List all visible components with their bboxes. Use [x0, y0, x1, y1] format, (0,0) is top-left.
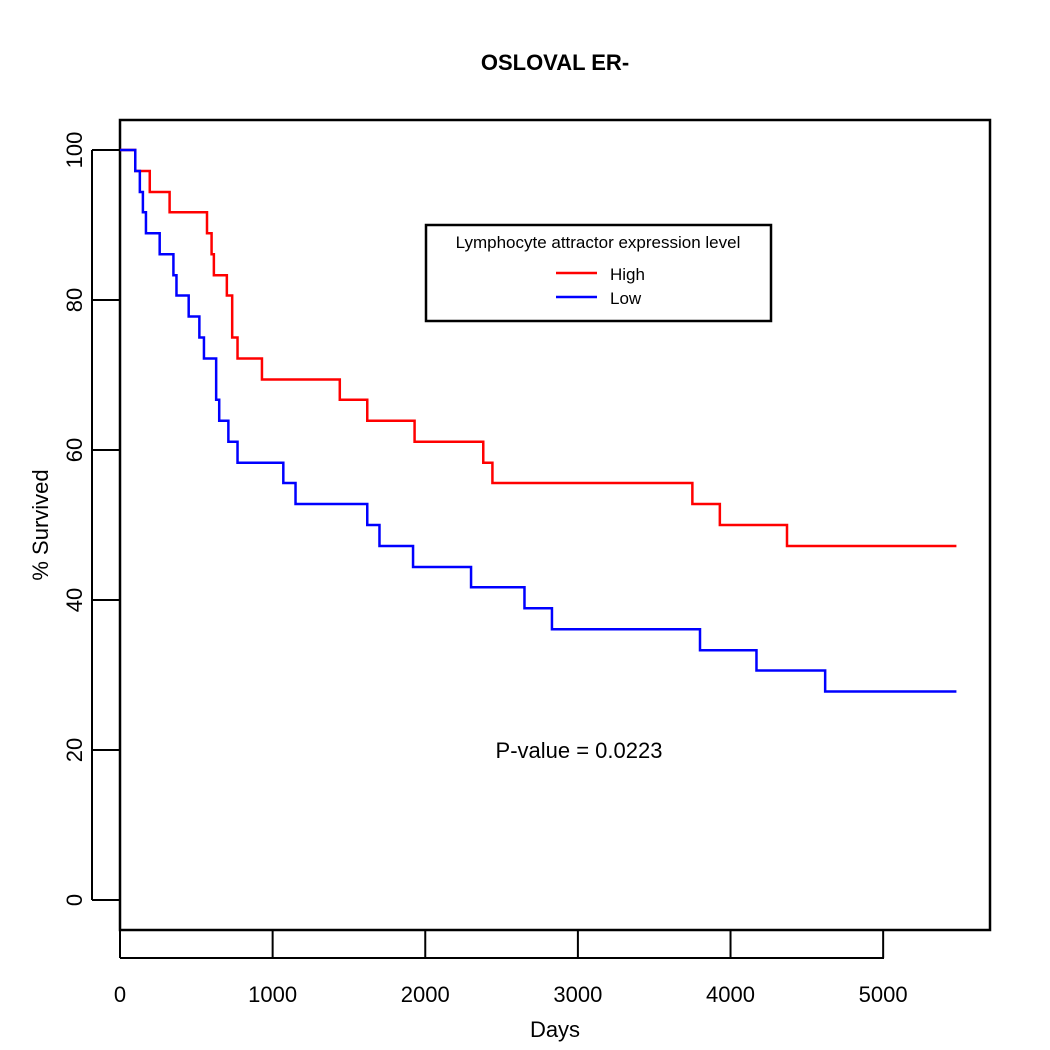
- x-tick-label: 0: [114, 982, 126, 1007]
- chart-title: OSLOVAL ER-: [481, 50, 629, 75]
- legend-label-high: High: [610, 265, 645, 284]
- legend-title: Lymphocyte attractor expression level: [456, 233, 741, 252]
- x-axis-ticks: 0 1000 2000 3000 4000 5000: [114, 930, 908, 1007]
- y-tick-label: 0: [62, 894, 87, 906]
- legend-box: [424, 223, 773, 323]
- x-tick-label: 4000: [706, 982, 755, 1007]
- x-tick-label: 2000: [401, 982, 450, 1007]
- p-value-annotation: P-value = 0.0223: [496, 738, 663, 763]
- y-axis-ticks: 0 20 40 60 80 100: [62, 132, 120, 906]
- legend-label-low: Low: [610, 289, 642, 308]
- x-tick-label: 5000: [859, 982, 908, 1007]
- y-tick-label: 100: [62, 132, 87, 169]
- legend: Lymphocyte attractor expression level Hi…: [424, 223, 773, 323]
- x-axis-label: Days: [530, 1017, 580, 1042]
- y-tick-label: 80: [62, 288, 87, 312]
- series-line-low: [120, 148, 957, 693]
- series-layer: [120, 148, 957, 693]
- x-tick-label: 3000: [553, 982, 602, 1007]
- y-tick-label: 40: [62, 588, 87, 612]
- y-axis-label: % Survived: [28, 469, 53, 580]
- x-tick-label: 1000: [248, 982, 297, 1007]
- y-tick-label: 60: [62, 438, 87, 462]
- plot-frame: [118, 118, 992, 932]
- y-tick-label: 20: [62, 738, 87, 762]
- series-line-high: [120, 148, 957, 548]
